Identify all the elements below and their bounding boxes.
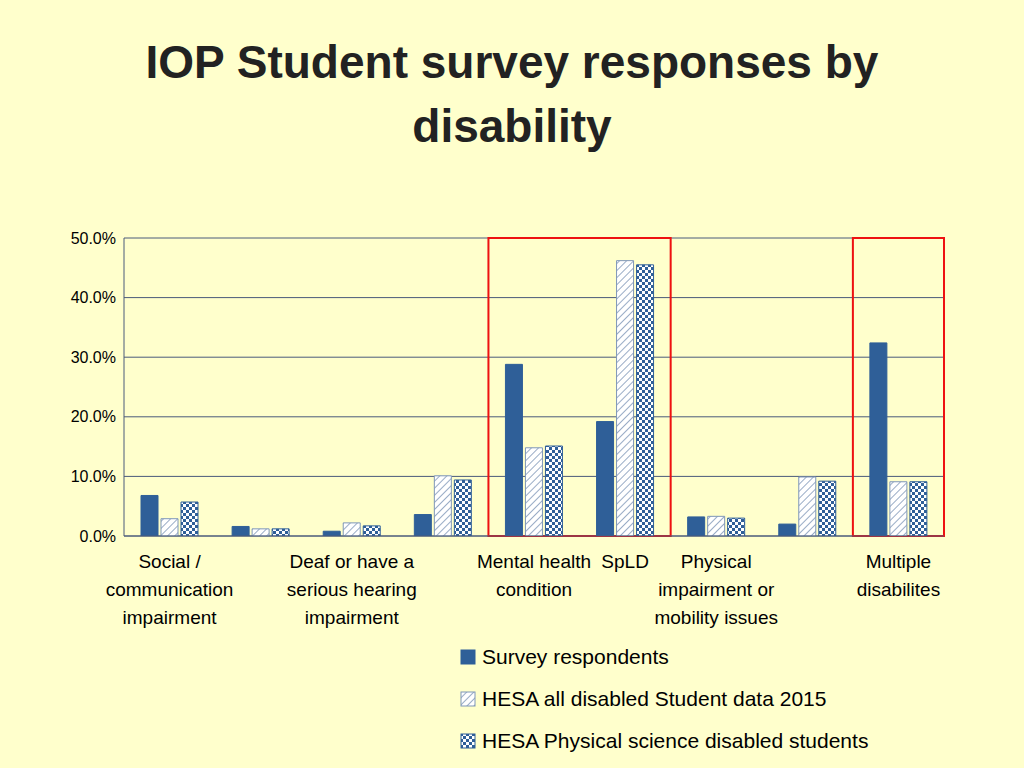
svg-text:10.0%: 10.0% (71, 468, 116, 485)
svg-text:Social /communicationimpairmen: Social /communicationimpairment (106, 551, 234, 628)
svg-text:Mental healthcondition: Mental healthcondition (477, 551, 591, 600)
svg-text:50.0%: 50.0% (71, 230, 116, 247)
svg-text:Physicalimpairment ormobility: Physicalimpairment ormobility issues (654, 551, 778, 628)
html-text:IOP Student survey responses b: IOP Student survey responses by disabili… (145, 36, 879, 152)
html-text:Survey respondents: Survey respondents (482, 645, 669, 668)
svg-text:SpLD: SpLD (601, 551, 649, 572)
svg-text:0.0%: 0.0% (80, 528, 116, 545)
html-text:HESA all disabled Student data: HESA all disabled Student data 2015 (482, 687, 827, 710)
svg-text:Deaf or have aserious hearingi: Deaf or have aserious hearingimpairment (287, 551, 417, 628)
html-text:HESA Physical science disabled: HESA Physical science disabled students (482, 729, 869, 752)
svg-text:40.0%: 40.0% (71, 289, 116, 306)
svg-text:30.0%: 30.0% (71, 349, 116, 366)
svg-text:20.0%: 20.0% (71, 408, 116, 425)
svg-text:Multipledisabilites: Multipledisabilites (857, 551, 940, 600)
